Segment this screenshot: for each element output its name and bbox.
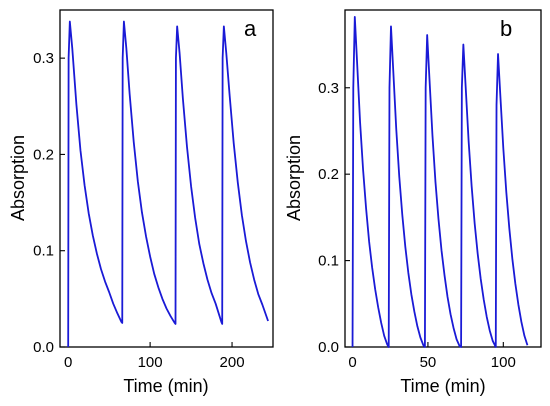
x-tick-label-a: 100 bbox=[138, 354, 163, 371]
x-tick-label-b: 100 bbox=[491, 354, 516, 371]
plot-frame-b bbox=[344, 9, 542, 348]
y-axis-label-b: Absorption bbox=[284, 135, 304, 221]
panel-letter-b: b bbox=[500, 16, 512, 41]
data-line-b bbox=[351, 16, 529, 348]
x-axis-label-a: Time (min) bbox=[123, 376, 208, 396]
x-ticks-b: 0 50 100 bbox=[348, 342, 516, 371]
y-tick-label-b: 0.3 bbox=[318, 80, 339, 97]
y-tick-label-a: 0.0 bbox=[33, 339, 54, 356]
y-ticks-a: 0.0 0.1 0.2 0.3 bbox=[33, 50, 65, 356]
y-tick-label-b: 0.0 bbox=[318, 339, 339, 356]
x-tick-label-b: 0 bbox=[348, 354, 356, 371]
y-tick-label-b: 0.1 bbox=[318, 253, 339, 270]
chart-panel-b: 0.0 0.1 0.2 0.3 0 50 100 b Time (min) Absorpt… bbox=[284, 9, 542, 396]
panel-letter-a: a bbox=[244, 16, 257, 41]
y-ticks-b: 0.0 0.1 0.2 0.3 bbox=[318, 80, 350, 356]
x-axis-label-b: Time (min) bbox=[400, 376, 485, 396]
plot-frame-a bbox=[59, 9, 274, 348]
y-axis-label-a: Absorption bbox=[8, 135, 28, 221]
x-tick-label-b: 50 bbox=[420, 354, 437, 371]
y-tick-label-a: 0.2 bbox=[33, 146, 54, 163]
y-tick-label-a: 0.1 bbox=[33, 243, 54, 260]
chart-panel-a: 0.0 0.1 0.2 0.3 0 100 200 a Time (min) Absorp… bbox=[8, 9, 274, 396]
x-tick-label-a: 0 bbox=[64, 354, 72, 371]
x-tick-label-a: 200 bbox=[220, 354, 245, 371]
y-tick-label-a: 0.3 bbox=[33, 50, 54, 67]
y-tick-label-b: 0.2 bbox=[318, 166, 339, 183]
data-line-a bbox=[67, 20, 269, 348]
